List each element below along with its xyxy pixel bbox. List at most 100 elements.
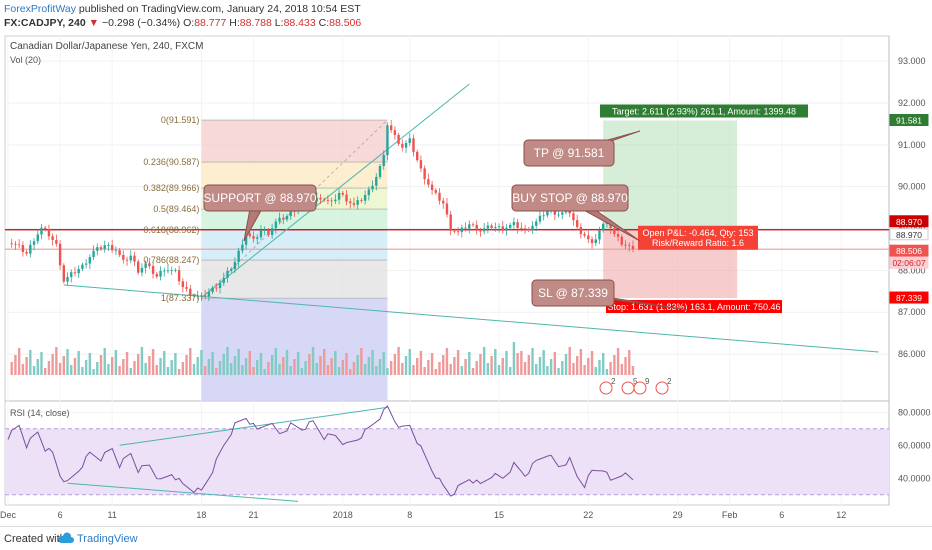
price-tag-box xyxy=(889,215,929,228)
volume-bar xyxy=(356,355,359,375)
candle-body xyxy=(218,282,222,288)
candle-body xyxy=(334,199,337,202)
candle-body xyxy=(159,270,162,277)
candle-body xyxy=(47,229,51,237)
candle-body xyxy=(468,224,471,229)
volume-bar xyxy=(371,350,374,375)
price-tag-box xyxy=(889,228,929,241)
volume-bar xyxy=(445,348,449,375)
candle-body xyxy=(144,263,147,268)
volume-bar xyxy=(267,362,270,375)
volume-bar xyxy=(159,358,162,375)
candle-body xyxy=(594,239,597,243)
candle-body xyxy=(62,265,65,282)
volume-bar xyxy=(561,361,564,375)
change-value: −0.298 (−0.34%) xyxy=(101,17,181,29)
candle-body xyxy=(460,227,464,232)
volume-bar xyxy=(523,362,527,375)
candle-body xyxy=(516,222,519,228)
candle-body xyxy=(103,245,106,249)
volume-bar xyxy=(527,355,530,375)
time-tick-label: 22 xyxy=(583,510,593,520)
candle-body xyxy=(404,143,408,148)
callout-box xyxy=(523,139,615,167)
volume-bar xyxy=(174,353,177,375)
author-link[interactable]: ForexProfitWay xyxy=(4,3,76,15)
candle-body xyxy=(137,261,140,273)
rsi-tick-label: 80.0000 xyxy=(898,407,931,417)
volume-bar xyxy=(319,356,322,375)
long-position-tool xyxy=(603,120,738,299)
volume-bar xyxy=(110,357,114,375)
candle-body xyxy=(96,247,99,251)
candle-body xyxy=(66,276,69,282)
volume-bar xyxy=(628,350,631,375)
volume-bar xyxy=(215,368,218,375)
fib-level-label: 0.236(90.587) xyxy=(143,157,199,167)
callout-text: SUPPORT @ 88.970 xyxy=(203,191,316,205)
volume-bar xyxy=(88,353,92,375)
footer-brand[interactable]: TradingView xyxy=(77,533,138,545)
high-label: H: xyxy=(229,17,240,29)
candle-body xyxy=(58,243,62,266)
price-tag-box xyxy=(889,244,929,257)
candle-body xyxy=(590,239,594,243)
candle-body xyxy=(107,245,110,246)
candle-body xyxy=(352,203,356,205)
volume-bar xyxy=(293,359,296,375)
volume-bar xyxy=(129,368,132,375)
price-chart[interactable]: 0(91.591) 0.236(90.587) 0.382(89.966) 0.5(8… xyxy=(0,30,932,530)
candle-body xyxy=(215,287,218,289)
rsi-tick-label: 40.0000 xyxy=(898,473,931,483)
trendline xyxy=(201,83,470,298)
candle-body xyxy=(363,195,367,201)
candle-body xyxy=(583,233,586,236)
candle-body xyxy=(520,227,523,229)
volume-bar xyxy=(564,354,568,375)
candle-body xyxy=(174,270,177,272)
fib-zone xyxy=(201,162,388,189)
fib-zone xyxy=(201,120,388,163)
volume-bar xyxy=(241,365,244,375)
candle-body xyxy=(356,200,359,205)
volume-bar xyxy=(583,365,586,375)
volume-bar xyxy=(464,359,467,375)
candle-body xyxy=(278,217,281,222)
candle-body xyxy=(207,291,211,297)
volume-bar xyxy=(490,356,493,375)
time-tick-label: 21 xyxy=(249,510,259,520)
candle-body xyxy=(81,264,84,269)
candle-body xyxy=(412,138,415,152)
volume-bar xyxy=(170,360,173,375)
candle-body xyxy=(445,203,449,215)
volume-bar xyxy=(471,368,475,375)
volume-bar xyxy=(70,365,73,375)
candle-body xyxy=(285,215,289,220)
volume-bar xyxy=(29,350,32,375)
volume-bar xyxy=(334,351,337,375)
volume-bar xyxy=(602,353,605,375)
position-stop-label: Stop: 1.631 (1.83%) 163.1, Amount: 750.4… xyxy=(607,302,780,312)
candle-body xyxy=(51,236,54,241)
candle-body xyxy=(222,277,225,283)
candle-body xyxy=(527,229,530,231)
position-pl-label: Open P&L: -0.464, Qty: 153 xyxy=(642,228,753,238)
volume-bar xyxy=(497,365,501,375)
volume-bar xyxy=(256,360,259,375)
open-label: O: xyxy=(183,17,195,29)
volume-bar xyxy=(107,364,110,375)
fib-extension-zone xyxy=(201,298,388,401)
volume-bar xyxy=(509,367,512,375)
volume-bar xyxy=(237,349,240,375)
candle-body xyxy=(14,243,17,245)
candle-body xyxy=(226,270,229,278)
volume-bar xyxy=(304,361,307,375)
candle-body xyxy=(181,281,185,288)
volume-bar xyxy=(189,348,192,375)
price-tag-label: 88.970 xyxy=(896,217,922,227)
volume-histogram xyxy=(10,342,635,375)
volume-bar xyxy=(25,357,28,375)
volume-bar xyxy=(501,358,504,375)
candle-body xyxy=(479,230,482,232)
candle-body xyxy=(233,262,237,270)
